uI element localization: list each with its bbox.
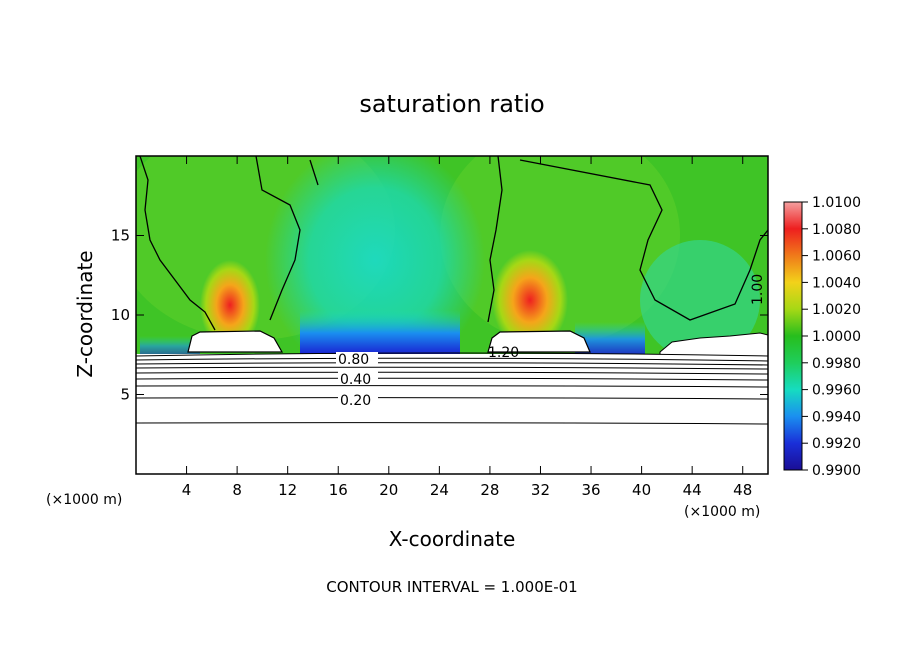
colorbar-label: 1.0020 bbox=[812, 302, 861, 318]
x-tick-label: 36 bbox=[581, 481, 600, 499]
x-axis-ticks: 4 8 12 16 20 24 28 32 36 40 44 48 bbox=[182, 156, 752, 499]
colorbar-label: 1.0000 bbox=[812, 329, 861, 345]
colorbar-label: 1.0080 bbox=[812, 222, 861, 238]
chart-title: saturation ratio bbox=[359, 90, 544, 118]
y-tick-label: 10 bbox=[111, 306, 130, 324]
contour-label-120: 1.20 bbox=[488, 345, 519, 361]
contour-label-080: 0.80 bbox=[338, 352, 369, 368]
contour-label-020: 0.20 bbox=[340, 393, 371, 409]
contour-label-100: 1.00 bbox=[750, 274, 766, 305]
x-tick-label: 12 bbox=[278, 481, 297, 499]
colorbar-label: 0.9960 bbox=[812, 383, 861, 399]
x-tick-label: 44 bbox=[683, 481, 702, 499]
x-axis-label: X-coordinate bbox=[389, 527, 516, 551]
x-tick-label: 28 bbox=[480, 481, 499, 499]
colorbar bbox=[783, 201, 803, 471]
colorbar-label: 0.9980 bbox=[812, 356, 861, 372]
x-tick-label: 20 bbox=[379, 481, 398, 499]
y-axis-label: Z-coordinate bbox=[73, 250, 97, 377]
x-axis-unit: (×1000 m) bbox=[684, 504, 760, 520]
colorbar-label: 1.0100 bbox=[812, 195, 861, 211]
colorbar-label: 1.0040 bbox=[812, 275, 861, 291]
colorbar-label: 0.9940 bbox=[812, 409, 861, 425]
contour-label-040: 0.40 bbox=[340, 372, 371, 388]
x-tick-label: 8 bbox=[232, 481, 242, 499]
y-axis-unit: (×1000 m) bbox=[46, 492, 122, 508]
colorbar-labels: 1.0100 1.0080 1.0060 1.0040 1.0020 1.0000 0.99… bbox=[802, 195, 861, 479]
y-tick-label: 15 bbox=[111, 227, 130, 245]
x-tick-label: 32 bbox=[531, 481, 550, 499]
x-tick-label: 48 bbox=[733, 481, 752, 499]
colorbar-label: 0.9920 bbox=[812, 436, 861, 452]
colorbar-label: 0.9900 bbox=[812, 463, 861, 479]
x-tick-label: 40 bbox=[632, 481, 651, 499]
contour-interval-note: CONTOUR INTERVAL = 1.000E-01 bbox=[326, 578, 577, 596]
colorbar-label: 1.0060 bbox=[812, 249, 861, 265]
contour-labels: 0.80 0.40 0.20 1.20 1.00 bbox=[336, 274, 766, 409]
y-axis-ticks: 5 10 15 bbox=[111, 227, 768, 404]
y-tick-label: 5 bbox=[120, 386, 130, 404]
x-tick-label: 24 bbox=[430, 481, 449, 499]
heatmap-field bbox=[136, 156, 768, 474]
x-tick-label: 16 bbox=[329, 481, 348, 499]
x-tick-label: 4 bbox=[182, 481, 192, 499]
